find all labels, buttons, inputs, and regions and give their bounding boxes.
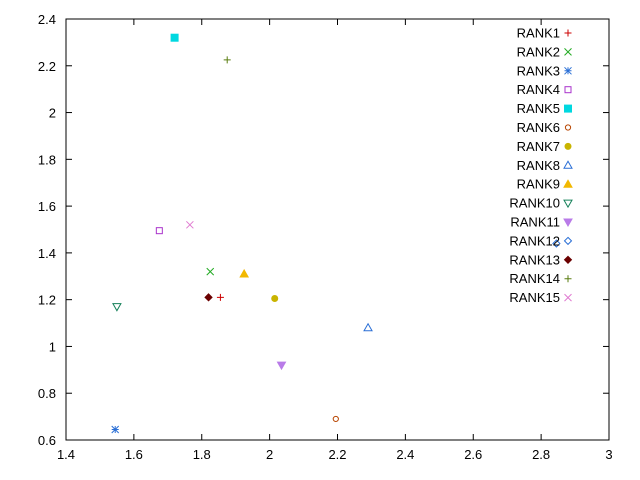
legend-marker-rank5 (564, 104, 572, 113)
legend-label: RANK1 (517, 26, 560, 41)
legend-marker-rank14 (564, 275, 572, 283)
y-tick-label: 1.4 (38, 246, 56, 261)
y-tick-label: 1 (49, 339, 56, 354)
point-rank2 (206, 267, 215, 276)
point-rank1 (216, 293, 224, 301)
y-tick-label: 1.6 (38, 199, 56, 214)
legend-marker-rank10 (563, 199, 573, 209)
legend-marker-rank15 (564, 293, 572, 302)
point-rank5 (170, 33, 179, 42)
legend: RANK1 RANK2 RANK3 RANK4 RANK5 RANK6 RANK7 RANK8… (509, 26, 573, 305)
x-tick-label: 2.8 (532, 447, 550, 462)
y-tick-label: 1.8 (38, 152, 56, 167)
point-rank10 (112, 303, 122, 312)
y-tick-label: 2.4 (38, 12, 56, 27)
x-tick-label: 2.2 (328, 447, 346, 462)
legend-marker-rank3 (564, 66, 572, 75)
point-rank12 (552, 239, 561, 248)
legend-marker-rank13 (563, 255, 573, 265)
legend-marker-rank1 (564, 29, 572, 37)
legend-label: RANK12 (509, 233, 560, 248)
y-tick-label: 1.2 (38, 293, 56, 308)
legend-label: RANK15 (509, 290, 560, 305)
y-tick-label: 2 (49, 106, 56, 121)
point-rank3 (111, 425, 120, 434)
legend-label: RANK9 (517, 177, 560, 192)
legend-marker-rank4 (564, 86, 572, 94)
point-rank13 (204, 293, 213, 302)
point-rank15 (186, 220, 194, 229)
x-tick-label: 3 (605, 447, 612, 462)
x-tick-label: 1.8 (193, 447, 211, 462)
y-tick-label: 0.8 (38, 386, 56, 401)
legend-label: RANK3 (517, 63, 560, 78)
data-points (111, 33, 561, 434)
legend-marker-rank7 (564, 142, 572, 150)
legend-marker-rank2 (564, 48, 572, 56)
axis-ticks: 1.4 1.6 1.8 2 2.2 2.4 2.6 2.8 3 0.6 0.8 1 1.2 1.4 1.6 1… (38, 12, 613, 462)
legend-marker-rank8 (563, 160, 573, 169)
x-tick-label: 2.4 (396, 447, 414, 462)
legend-label: RANK2 (517, 44, 560, 59)
point-rank14 (223, 56, 231, 64)
x-tick-label: 2.6 (464, 447, 482, 462)
point-rank9 (239, 268, 250, 278)
legend-label: RANK10 (509, 196, 560, 211)
legend-label: RANK4 (517, 82, 560, 97)
legend-label: RANK11 (510, 215, 560, 230)
legend-marker-rank6 (564, 124, 572, 131)
legend-marker-rank12 (563, 236, 573, 246)
point-rank8 (363, 322, 373, 332)
legend-label: RANK8 (517, 158, 560, 173)
legend-label: RANK13 (509, 252, 560, 267)
x-tick-label: 1.4 (57, 447, 75, 462)
y-tick-label: 0.6 (38, 433, 56, 448)
legend-marker-rank9 (563, 179, 573, 188)
x-tick-label: 1.6 (125, 447, 143, 462)
point-rank4 (155, 227, 163, 235)
x-tick-label: 2 (266, 447, 273, 462)
legend-marker-rank11 (563, 218, 573, 228)
y-tick-label: 2.2 (38, 59, 56, 74)
legend-label: RANK14 (509, 271, 560, 286)
point-rank7 (271, 294, 279, 302)
point-rank6 (332, 415, 339, 423)
legend-label: RANK5 (517, 101, 560, 116)
point-rank11 (276, 361, 287, 371)
legend-label: RANK7 (517, 139, 560, 154)
legend-label: RANK6 (517, 120, 560, 135)
